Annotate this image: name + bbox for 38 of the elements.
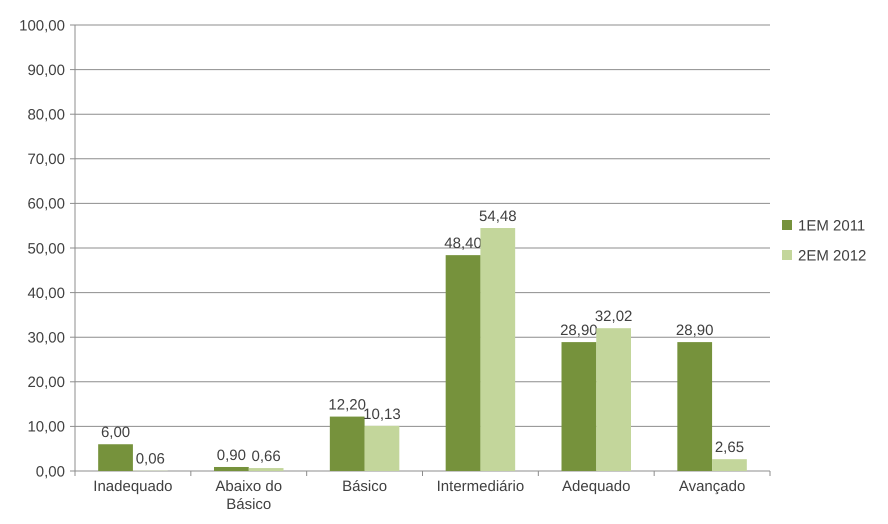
- bar: [480, 228, 516, 471]
- x-tick-label: Adequado: [562, 478, 630, 495]
- data-label: 54,48: [479, 208, 517, 226]
- x-tick-label: Intermediário: [436, 478, 524, 495]
- data-label: 12,20: [328, 396, 366, 414]
- bar: [330, 416, 365, 471]
- bar: [364, 426, 400, 471]
- y-tick-label: 90,00: [27, 62, 65, 79]
- y-tick-label: 30,00: [27, 329, 65, 346]
- data-label: 28,90: [676, 322, 714, 340]
- x-tick-label: Inadequado: [93, 478, 173, 495]
- y-tick-label: 100,00: [19, 17, 65, 34]
- legend-label: 2EM 2012: [798, 247, 866, 264]
- y-tick-label: 80,00: [27, 106, 65, 124]
- y-tick-label: 20,00: [27, 374, 65, 392]
- x-tick-label: Abaixo do Básico: [215, 478, 282, 513]
- y-tick-label: 0,00: [36, 463, 65, 480]
- legend-label: 1EM 2011: [798, 217, 866, 234]
- y-tick-label: 60,00: [27, 196, 65, 213]
- bar: [98, 444, 133, 471]
- data-label: 2,65: [714, 439, 744, 456]
- y-tick-label: 70,00: [27, 151, 65, 168]
- bar: [446, 255, 480, 471]
- data-label: 6,00: [100, 424, 130, 442]
- data-label: 0,90: [216, 446, 246, 464]
- bar: [214, 466, 249, 471]
- bar: [712, 459, 747, 471]
- data-label: 0,66: [252, 448, 281, 466]
- bar: [562, 342, 596, 471]
- data-label: 0,06: [136, 450, 165, 468]
- y-tick-label: 40,00: [27, 284, 65, 302]
- bar: [248, 468, 284, 471]
- y-tick-label: 50,00: [27, 240, 65, 258]
- bar: [677, 342, 712, 471]
- y-tick-label: 10,00: [27, 418, 65, 436]
- x-tick-label: Avançado: [678, 478, 746, 495]
- x-tick-label: Básico: [342, 478, 388, 495]
- bar: [596, 328, 631, 471]
